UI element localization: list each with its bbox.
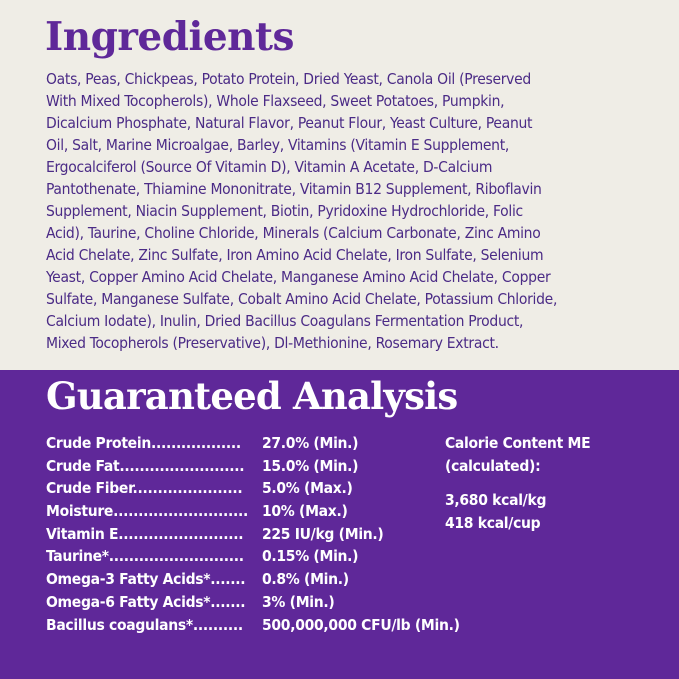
row-label: Taurine*........................... — [46, 547, 244, 566]
ingredients-line: Ergocalciferol (Source Of Vitamin D), Vi… — [46, 158, 493, 176]
row-value: 3% (Min.) — [262, 592, 335, 611]
row-label: Bacillus coagulans*.......... — [46, 615, 243, 634]
ingredients-line: Calcium Iodate), Inulin, Dried Bacillus … — [46, 312, 524, 330]
row-label: Crude Fiber...................... — [46, 479, 243, 498]
calorie-per-cup: 418 kcal/cup — [445, 514, 541, 533]
ingredients-panel: Ingredients Oats, Peas, Chickpeas, Potat… — [0, 0, 679, 370]
row-label: Moisture........................... — [46, 502, 249, 521]
analysis-panel — [0, 370, 679, 679]
ingredients-line: Supplement, Niacin Supplement, Biotin, P… — [46, 202, 523, 220]
ingredients-line: Pantothenate, Thiamine Mononitrate, Vita… — [46, 180, 542, 198]
row-value: 0.8% (Min.) — [262, 570, 349, 589]
row-value: 225 IU/kg (Min.) — [262, 524, 384, 543]
row-value: 500,000,000 CFU/lb (Min.) — [262, 615, 460, 634]
row-value: 15.0% (Min.) — [262, 456, 359, 475]
ingredients-line: With Mixed Tocopherols), Whole Flaxseed,… — [46, 92, 505, 110]
ingredients-line: Yeast, Copper Amino Acid Chelate, Mangan… — [46, 268, 551, 286]
ingredients-line: Sulfate, Manganese Sulfate, Cobalt Amino… — [46, 290, 558, 308]
row-label: Vitamin E......................... — [46, 524, 244, 543]
ingredients-line: Mixed Tocopherols (Preservative), Dl-Met… — [46, 334, 499, 352]
ingredients-list: Oats, Peas, Chickpeas, Potato Protein, D… — [46, 68, 557, 354]
ingredients-line: Oil, Salt, Marine Microalgae, Barley, Vi… — [46, 136, 509, 154]
ingredients-title: Ingredients — [45, 14, 294, 60]
ingredients-line: Dicalcium Phosphate, Natural Flavor, Pea… — [46, 114, 533, 132]
calorie-heading: Calorie Content ME — [445, 434, 591, 452]
row-value: 0.15% (Min.) — [262, 547, 359, 566]
row-label: Omega-3 Fatty Acids*....... — [46, 570, 246, 589]
ingredients-line: Oats, Peas, Chickpeas, Potato Protein, D… — [46, 70, 531, 88]
ingredients-line: Acid Chelate, Zinc Sulfate, Iron Amino A… — [46, 246, 544, 264]
row-label: Crude Protein.................. — [46, 434, 241, 452]
row-value: 10% (Max.) — [262, 502, 348, 521]
row-label: Omega-6 Fatty Acids*....... — [46, 592, 246, 611]
ingredients-line: Acid), Taurine, Choline Chloride, Minera… — [46, 224, 541, 242]
row-value: 27.0% (Min.) — [262, 434, 359, 452]
analysis-title: Guaranteed Analysis — [46, 374, 458, 418]
calorie-per-kg: 3,680 kcal/kg — [445, 491, 547, 510]
row-label: Crude Fat......................... — [46, 456, 245, 475]
row-value: 5.0% (Max.) — [262, 479, 353, 498]
calorie-subheading: (calculated): — [445, 456, 541, 475]
calorie-content: Calorie Content ME (calculated): 3,680 k… — [445, 432, 591, 535]
